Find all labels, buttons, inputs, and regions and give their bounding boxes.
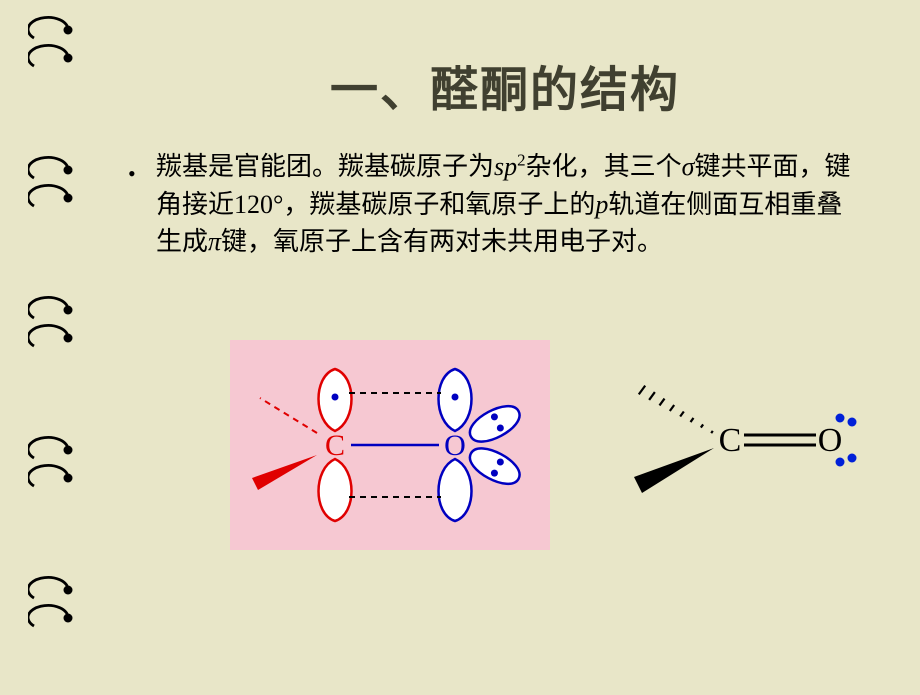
orbital-diagram: CO [230,340,550,550]
body-paragraph: • 羰基是官能团。羰基碳原子为sp2杂化，其三个σ键共平面，键角接近120°，羰… [130,148,860,261]
sigma-text: σ [682,152,695,181]
sp-text: sp [494,152,517,181]
svg-text:O: O [444,429,466,462]
sp-sup: 2 [517,150,525,169]
spiral-binding [28,0,88,690]
pi-text: π [208,227,221,256]
diagram-area: CO CO [230,320,920,600]
svg-text:O: O [818,422,843,459]
svg-text:C: C [719,422,742,459]
text-prefix: 羰基是官能团。羰基碳原子为 [156,152,494,181]
text-mid1: 杂化，其三个 [526,152,682,181]
lewis-diagram: CO [620,365,880,515]
svg-text:C: C [325,429,345,462]
slide-content: 一、醛酮的结构 • 羰基是官能团。羰基碳原子为sp2杂化，其三个σ键共平面，键角… [110,0,900,690]
p-text: p [595,190,608,219]
slide-title: 一、醛酮的结构 [110,50,900,120]
bullet-icon: • [128,158,136,190]
spiral-svg [28,0,88,690]
paragraph-text: 羰基是官能团。羰基碳原子为sp2杂化，其三个σ键共平面，键角接近120°，羰基碳… [156,148,860,261]
text-suffix: 键，氧原子上含有两对未共用电子对。 [221,227,663,256]
